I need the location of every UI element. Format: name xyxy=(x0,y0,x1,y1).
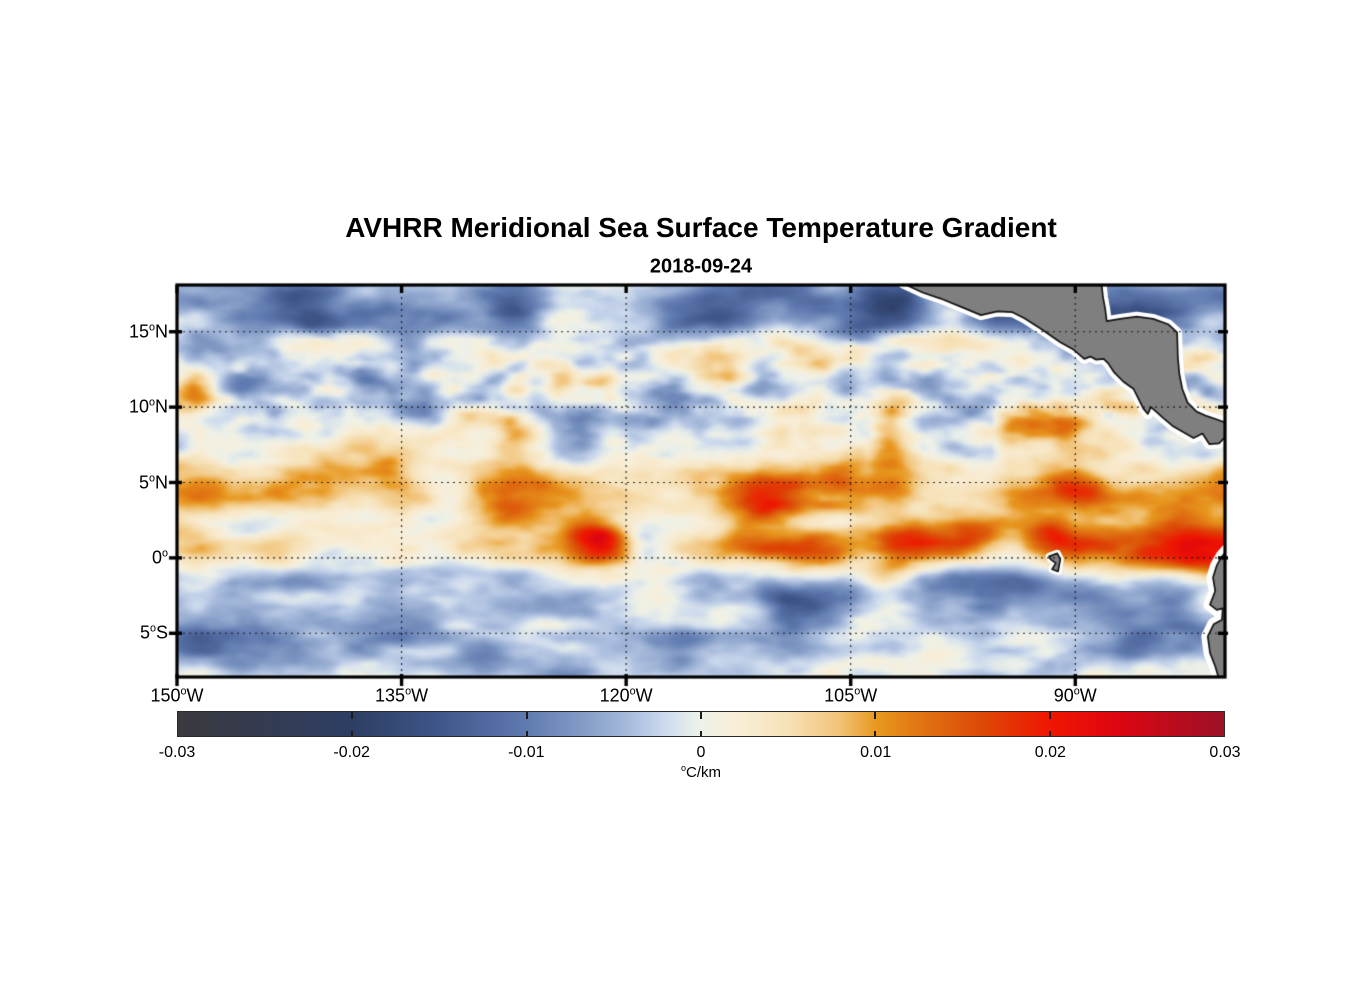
colorbar-tick-label--0.02: -0.02 xyxy=(333,744,370,761)
colorbar-tick-label--0.03: -0.03 xyxy=(158,744,196,761)
chart-title: AVHRR Meridional Sea Surface Temperature… xyxy=(345,212,1057,243)
y-tick-label-10N: 10oN xyxy=(128,396,168,417)
colorbar-tick-mark xyxy=(874,712,877,719)
y-tick-label-15N: 15oN xyxy=(128,321,168,342)
degree-superscript: o xyxy=(148,321,155,334)
colorbar-tick-mark xyxy=(700,712,702,719)
degree-superscript: o xyxy=(405,685,412,698)
colorbar-unit-label: oC/km xyxy=(680,763,722,782)
degree-superscript: o xyxy=(1073,685,1080,698)
y-tick-label-5S: 5oS xyxy=(139,622,168,643)
colorbar-tick-label-0.01: 0.01 xyxy=(860,744,892,761)
colorbar-tick-mark xyxy=(700,731,702,736)
colorbar-tick-mark xyxy=(1048,731,1051,736)
y-tick-label-5N: 5oN xyxy=(138,472,168,492)
colorbar-tick-mark xyxy=(351,731,354,736)
map-plot-canvas xyxy=(161,269,1241,693)
colorbar xyxy=(177,711,1225,737)
colorbar-tick-mark xyxy=(525,731,528,736)
degree-superscript: o xyxy=(161,547,168,560)
colorbar-tick-mark xyxy=(874,731,877,736)
degree-superscript: o xyxy=(148,472,155,484)
colorbar-tick-label-0: 0 xyxy=(696,744,706,761)
degree-superscript: o xyxy=(149,622,156,635)
y-tick-label-0deg: 0o xyxy=(151,547,168,568)
x-tick-label-90W: 90oW xyxy=(1053,685,1097,706)
degree-superscript: o xyxy=(854,685,861,698)
x-tick-label-150W: 150oW xyxy=(150,685,204,706)
degree-superscript: o xyxy=(148,396,155,409)
degree-superscript: o xyxy=(629,685,636,698)
colorbar-tick-mark xyxy=(351,712,354,719)
x-tick-label-120W: 120oW xyxy=(599,685,653,706)
x-tick-label-135W: 135oW xyxy=(375,685,429,706)
colorbar-tick-label-0.02: 0.02 xyxy=(1034,744,1066,761)
colorbar-tick-label-0.03: 0.03 xyxy=(1209,744,1241,761)
x-tick-label-105W: 105oW xyxy=(824,685,878,706)
colorbar-tick-mark xyxy=(525,712,528,719)
colorbar-tick-label--0.01: -0.01 xyxy=(508,744,545,761)
colorbar-tick-mark xyxy=(1048,712,1051,719)
colorbar-tick-labels: -0.03 -0.02 -0.01 0 0.01 0.02 0.03 xyxy=(0,744,1356,764)
degree-superscript: o xyxy=(680,763,687,773)
degree-superscript: o xyxy=(180,685,187,698)
